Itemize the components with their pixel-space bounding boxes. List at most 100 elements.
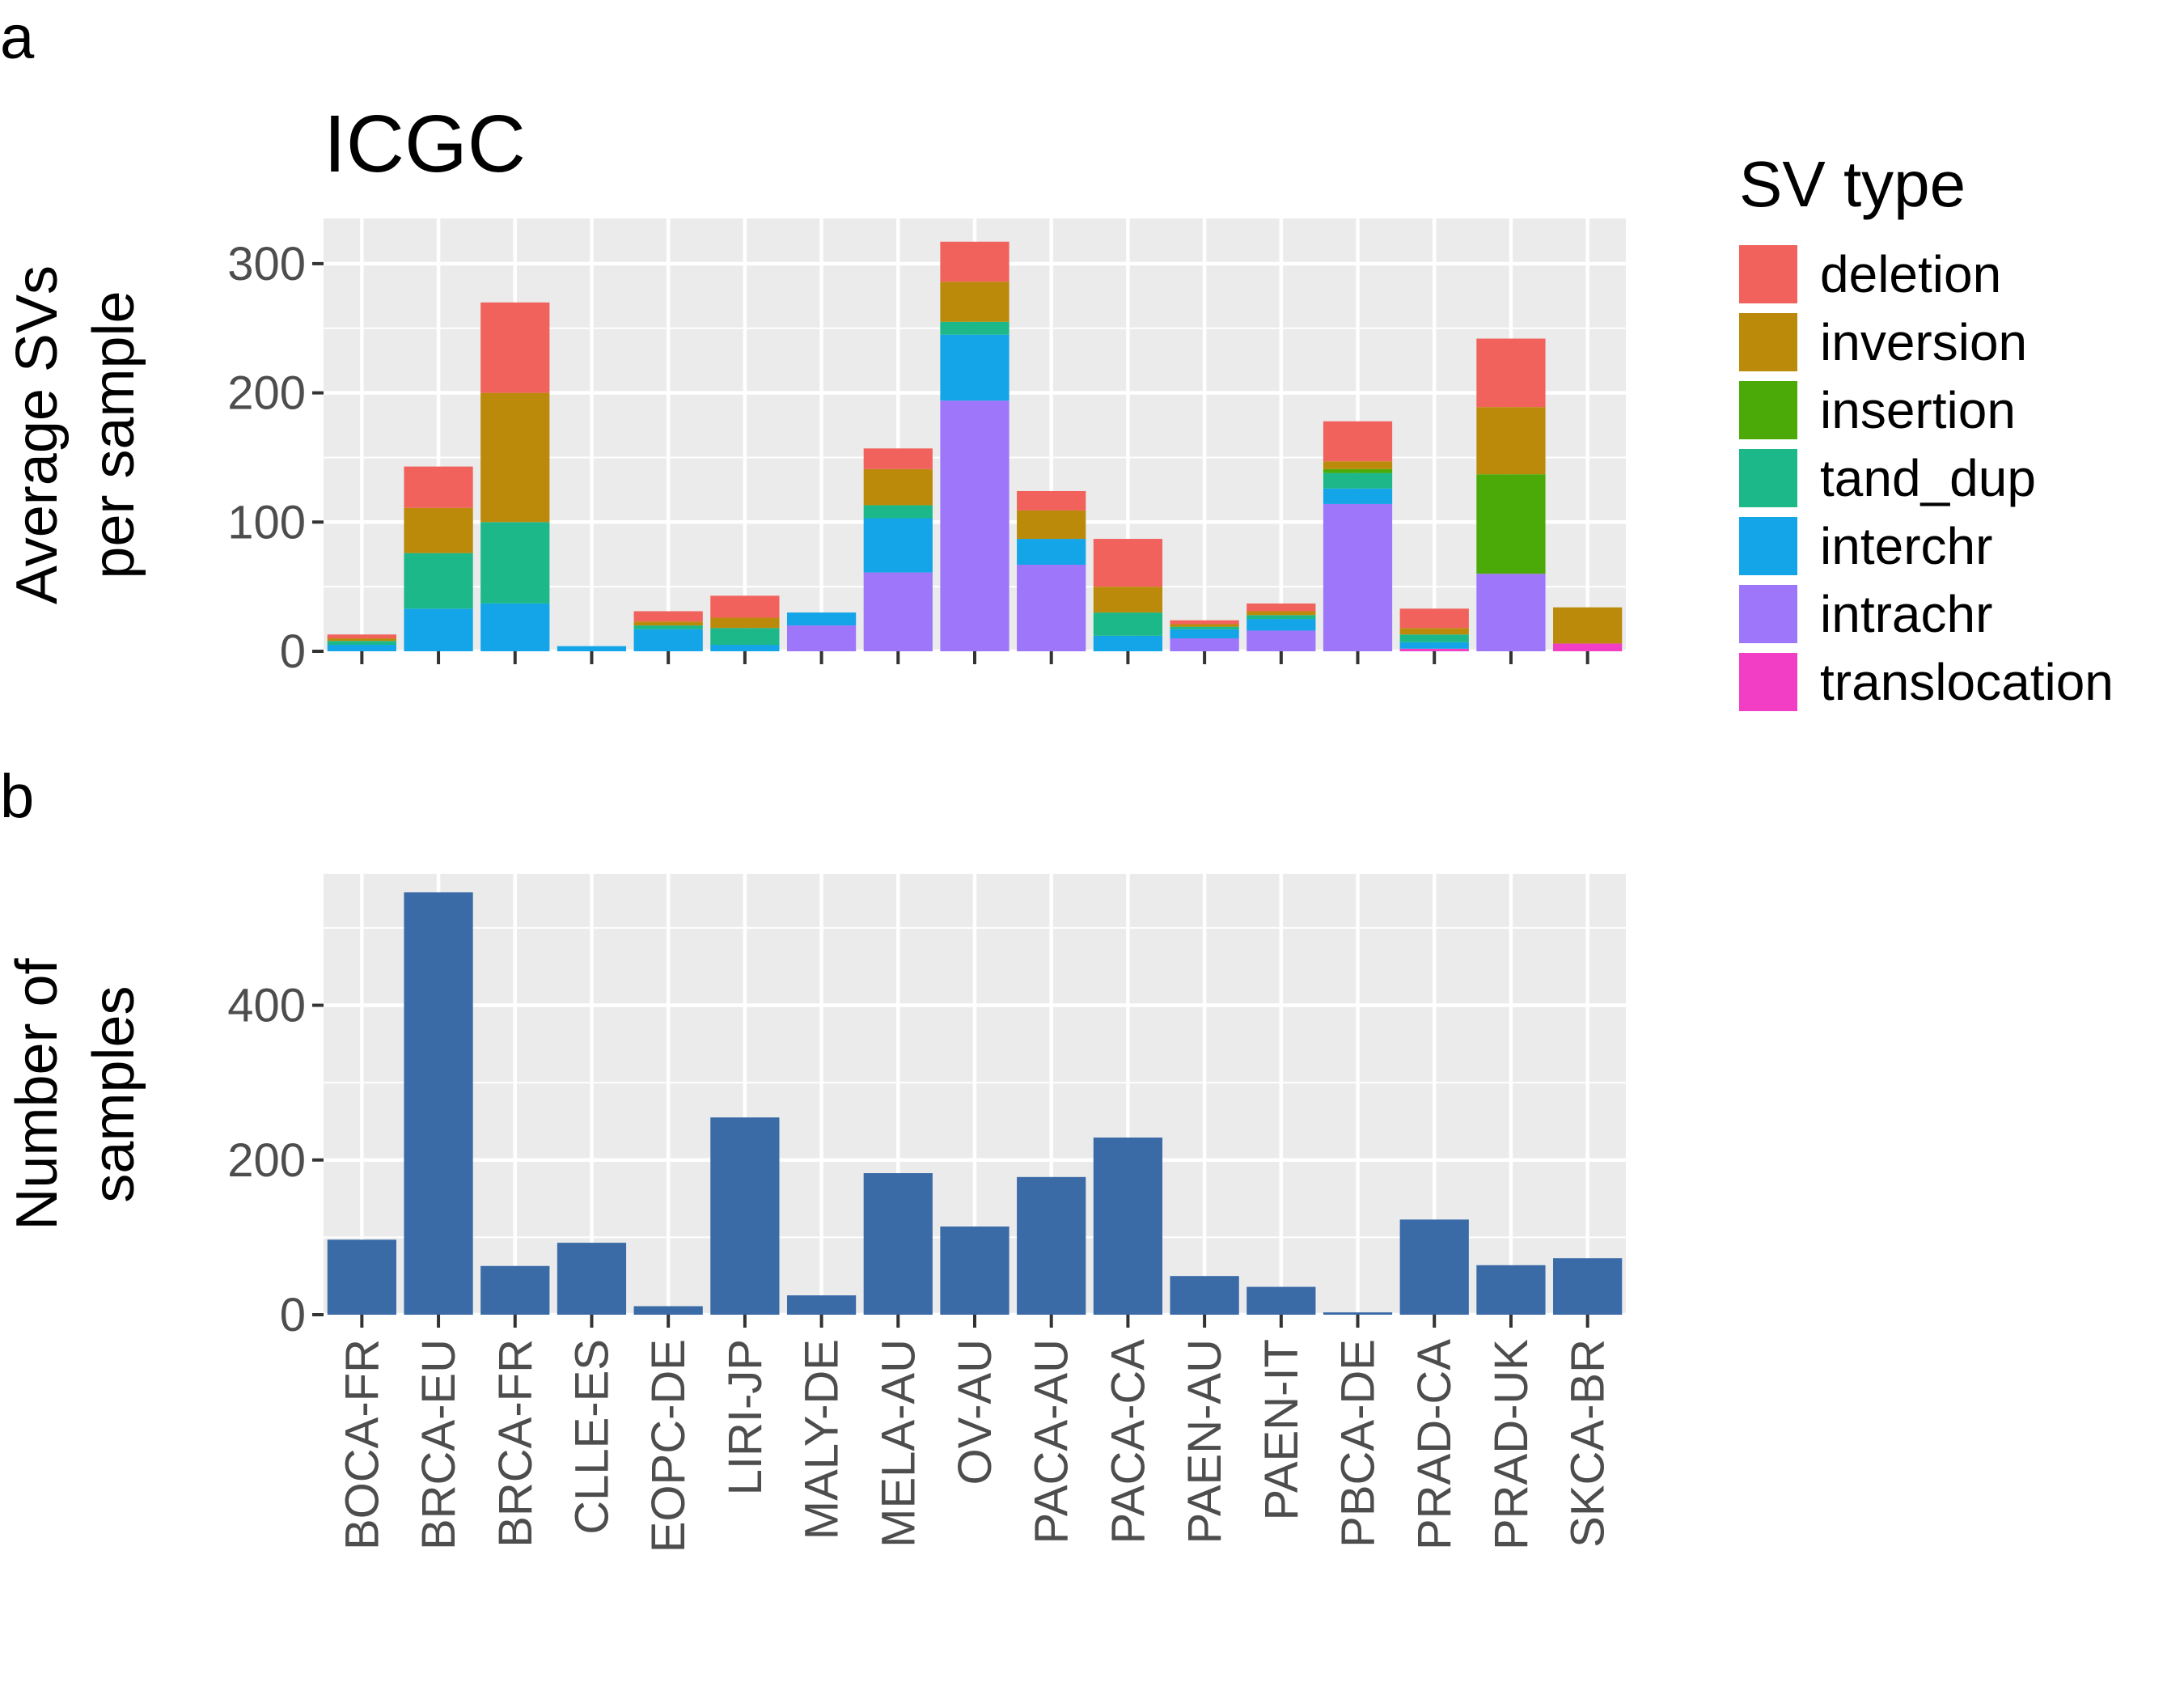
legend-items: deletion inversion insertion tand_dupinterc… xyxy=(1739,245,2114,711)
chart-b-sample-bars: 0 200 400 BOCA-FR BRCA-EU BRCA-FR CLLE-ES EOPC-… xyxy=(5,874,1626,1553)
bar-segment-intrachr xyxy=(1170,638,1239,651)
x-tick-label: LIRI-JP xyxy=(719,1339,772,1495)
bar-segment-tand_dup xyxy=(710,628,780,646)
x-tick-label: PRAD-CA xyxy=(1408,1339,1461,1550)
bar xyxy=(1246,1286,1316,1315)
legend-label-deletion: deletion xyxy=(1820,245,2001,303)
bar-segment-inversion xyxy=(863,468,933,506)
panel-letter-a: a xyxy=(0,3,35,72)
bar-segment-deletion xyxy=(327,634,396,639)
bar-segment-insertion xyxy=(1323,468,1393,473)
bar-segment-translocation xyxy=(1399,648,1469,651)
bar-segment-deletion xyxy=(1399,608,1469,629)
bar-segment-inversion xyxy=(633,621,703,626)
bar xyxy=(1399,1219,1469,1315)
bar-segment-inversion xyxy=(327,638,396,642)
bar xyxy=(480,1265,550,1315)
y-tick-label: 200 xyxy=(227,1134,306,1187)
bar-segment-intrachr xyxy=(1017,565,1086,651)
bar-segment-interchr xyxy=(1246,619,1316,631)
x-tick-label: BRCA-FR xyxy=(489,1339,542,1548)
y-axis-title-line2: per sample xyxy=(82,290,146,578)
bar-segment-inversion xyxy=(1170,624,1239,627)
bar-segment-tand_dup xyxy=(404,553,473,609)
legend: SV type deletion inversion insertion tand_d… xyxy=(1739,148,2114,711)
bar-segment-interchr xyxy=(1399,642,1469,649)
bar-segment-inversion xyxy=(710,617,780,629)
bar-segment-interchr xyxy=(1323,488,1393,504)
legend-label-insertion: insertion xyxy=(1820,381,2016,439)
bar-segment-tand_dup xyxy=(633,625,703,629)
x-tick-label: BOCA-FR xyxy=(336,1339,388,1550)
bar-segment-tand_dup xyxy=(480,522,550,604)
bar-segment-interchr xyxy=(404,608,473,651)
bar-segment-deletion xyxy=(863,448,933,469)
bar xyxy=(557,1243,627,1315)
bar-segment-translocation xyxy=(1553,643,1623,651)
bar xyxy=(1476,1265,1546,1315)
x-tick-label: MALY-DE xyxy=(796,1339,849,1540)
legend-label-intrachr: intrachr xyxy=(1820,585,1992,643)
bar xyxy=(786,1295,857,1315)
x-tick-label: CLLE-ES xyxy=(565,1339,618,1535)
bar-segment-tand_dup xyxy=(1399,634,1469,642)
legend-key-interchr xyxy=(1739,517,1797,575)
legend-key-deletion xyxy=(1739,245,1797,303)
legend-key-tand_dup xyxy=(1739,449,1797,507)
bar-segment-intrachr xyxy=(786,625,857,651)
y-axis-title-line1: Average SVs xyxy=(5,265,70,604)
bar-segment-tand_dup xyxy=(940,321,1009,335)
x-tick-label: OV-AU xyxy=(949,1339,1001,1485)
bar-segment-deletion xyxy=(404,466,473,508)
y-tick-label: 200 xyxy=(227,367,306,420)
bar-segment-deletion xyxy=(480,302,550,393)
y-tick-label: 0 xyxy=(280,625,306,678)
x-tick-label: SKCA-BR xyxy=(1562,1339,1615,1548)
bar-segment-intrachr xyxy=(1246,630,1316,651)
bar-segment-tand_dup xyxy=(863,505,933,519)
bar-segment-interchr xyxy=(940,334,1009,401)
x-tick-label: PACA-AU xyxy=(1026,1339,1078,1544)
y-tick-label: 300 xyxy=(227,238,306,290)
bar-segment-inversion xyxy=(1553,607,1623,644)
bar xyxy=(1093,1138,1163,1315)
legend-label-inversion: inversion xyxy=(1820,313,2027,371)
legend-key-insertion xyxy=(1739,381,1797,439)
bar-segment-inversion xyxy=(940,282,1009,322)
bar-segment-deletion xyxy=(633,611,703,622)
bar-segment-inversion xyxy=(404,507,473,553)
bar-segment-tand_dup xyxy=(327,641,396,646)
bar xyxy=(1553,1258,1623,1315)
bar-segment-interchr xyxy=(1017,539,1086,565)
bar-segment-inversion xyxy=(1476,407,1546,475)
chart-a-title: ICGC xyxy=(324,99,526,189)
legend-title: SV type xyxy=(1739,148,1966,220)
x-tick-label: PRAD-UK xyxy=(1485,1339,1538,1550)
bar-segment-intrachr xyxy=(1323,503,1393,651)
bar-segment-interchr xyxy=(557,646,627,651)
bar-segment-interchr xyxy=(710,645,780,651)
bar xyxy=(1170,1276,1239,1315)
bar-segment-deletion xyxy=(710,595,780,618)
bar-segment-inversion xyxy=(480,392,550,523)
bar-segment-interchr xyxy=(1170,629,1239,639)
bar-segment-interchr xyxy=(786,612,857,626)
y-tick-label: 100 xyxy=(227,496,306,549)
bar-segment-tand_dup xyxy=(1170,626,1239,629)
bar-segment-interchr xyxy=(480,603,550,651)
bar xyxy=(633,1306,703,1315)
bar-segment-tand_dup xyxy=(1093,612,1163,636)
bar-segment-insertion xyxy=(1476,474,1546,574)
bar xyxy=(863,1173,933,1315)
bar xyxy=(327,1239,396,1315)
y-axis-title-line2: samples xyxy=(82,985,146,1202)
panel-letter-b: b xyxy=(0,762,34,831)
bar-segment-deletion xyxy=(1017,490,1086,511)
x-tick-label: EOPC-DE xyxy=(642,1339,695,1553)
bar-segment-deletion xyxy=(1323,421,1393,462)
bar-segment-inversion xyxy=(1399,628,1469,635)
legend-key-translocation xyxy=(1739,653,1797,711)
x-tick-label: PACA-CA xyxy=(1102,1339,1154,1544)
x-tick-label: PBCA-DE xyxy=(1332,1339,1385,1548)
bar-segment-deletion xyxy=(1476,338,1546,408)
